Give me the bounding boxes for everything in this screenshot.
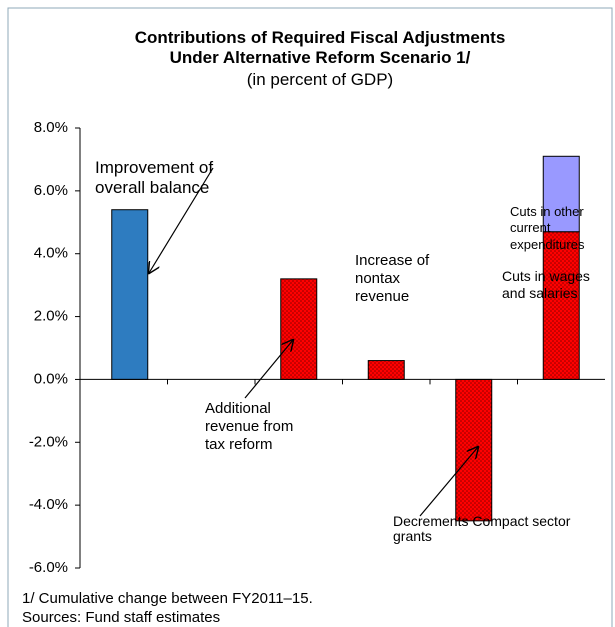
annotation: Decrements Compact sector grants [393,513,571,545]
y-tick-label: -4.0% [29,496,68,513]
bar [542,155,580,233]
annotation: Cuts in other current expenditures [510,204,585,252]
chart-title: Contributions of Required Fiscal Adjustm… [134,28,506,47]
y-tick-label: 4.0% [34,245,68,262]
bar [111,209,149,380]
y-tick-label: 2.0% [34,308,68,325]
bar [455,378,493,522]
y-tick-label: -2.0% [29,433,68,450]
bar [280,278,318,380]
y-tick-label: 0.0% [34,370,68,387]
annotation: Increase of nontax revenue [355,252,430,305]
y-tick-label: 8.0% [34,119,68,136]
annotation: Cuts in wages and salaries [502,268,590,301]
y-tick-label: 6.0% [34,182,68,199]
bar [542,231,580,380]
arrow [244,340,293,399]
footnote: Sources: Fund staff estimates [22,609,221,626]
frame [7,7,613,627]
arrows [149,167,478,517]
annotation: Improvement of overall balance [95,158,214,198]
annotation: Additional revenue from tax reform [205,400,294,453]
arrow [419,447,478,517]
y-tick-label: -6.0% [29,559,68,576]
bar [367,360,405,380]
arrow [149,167,214,273]
chart-title: Under Alternative Reform Scenario 1/ [169,48,471,67]
chart-subtitle: (in percent of GDP) [246,70,394,89]
footnote: 1/ Cumulative change between FY2011–15. [22,590,313,607]
